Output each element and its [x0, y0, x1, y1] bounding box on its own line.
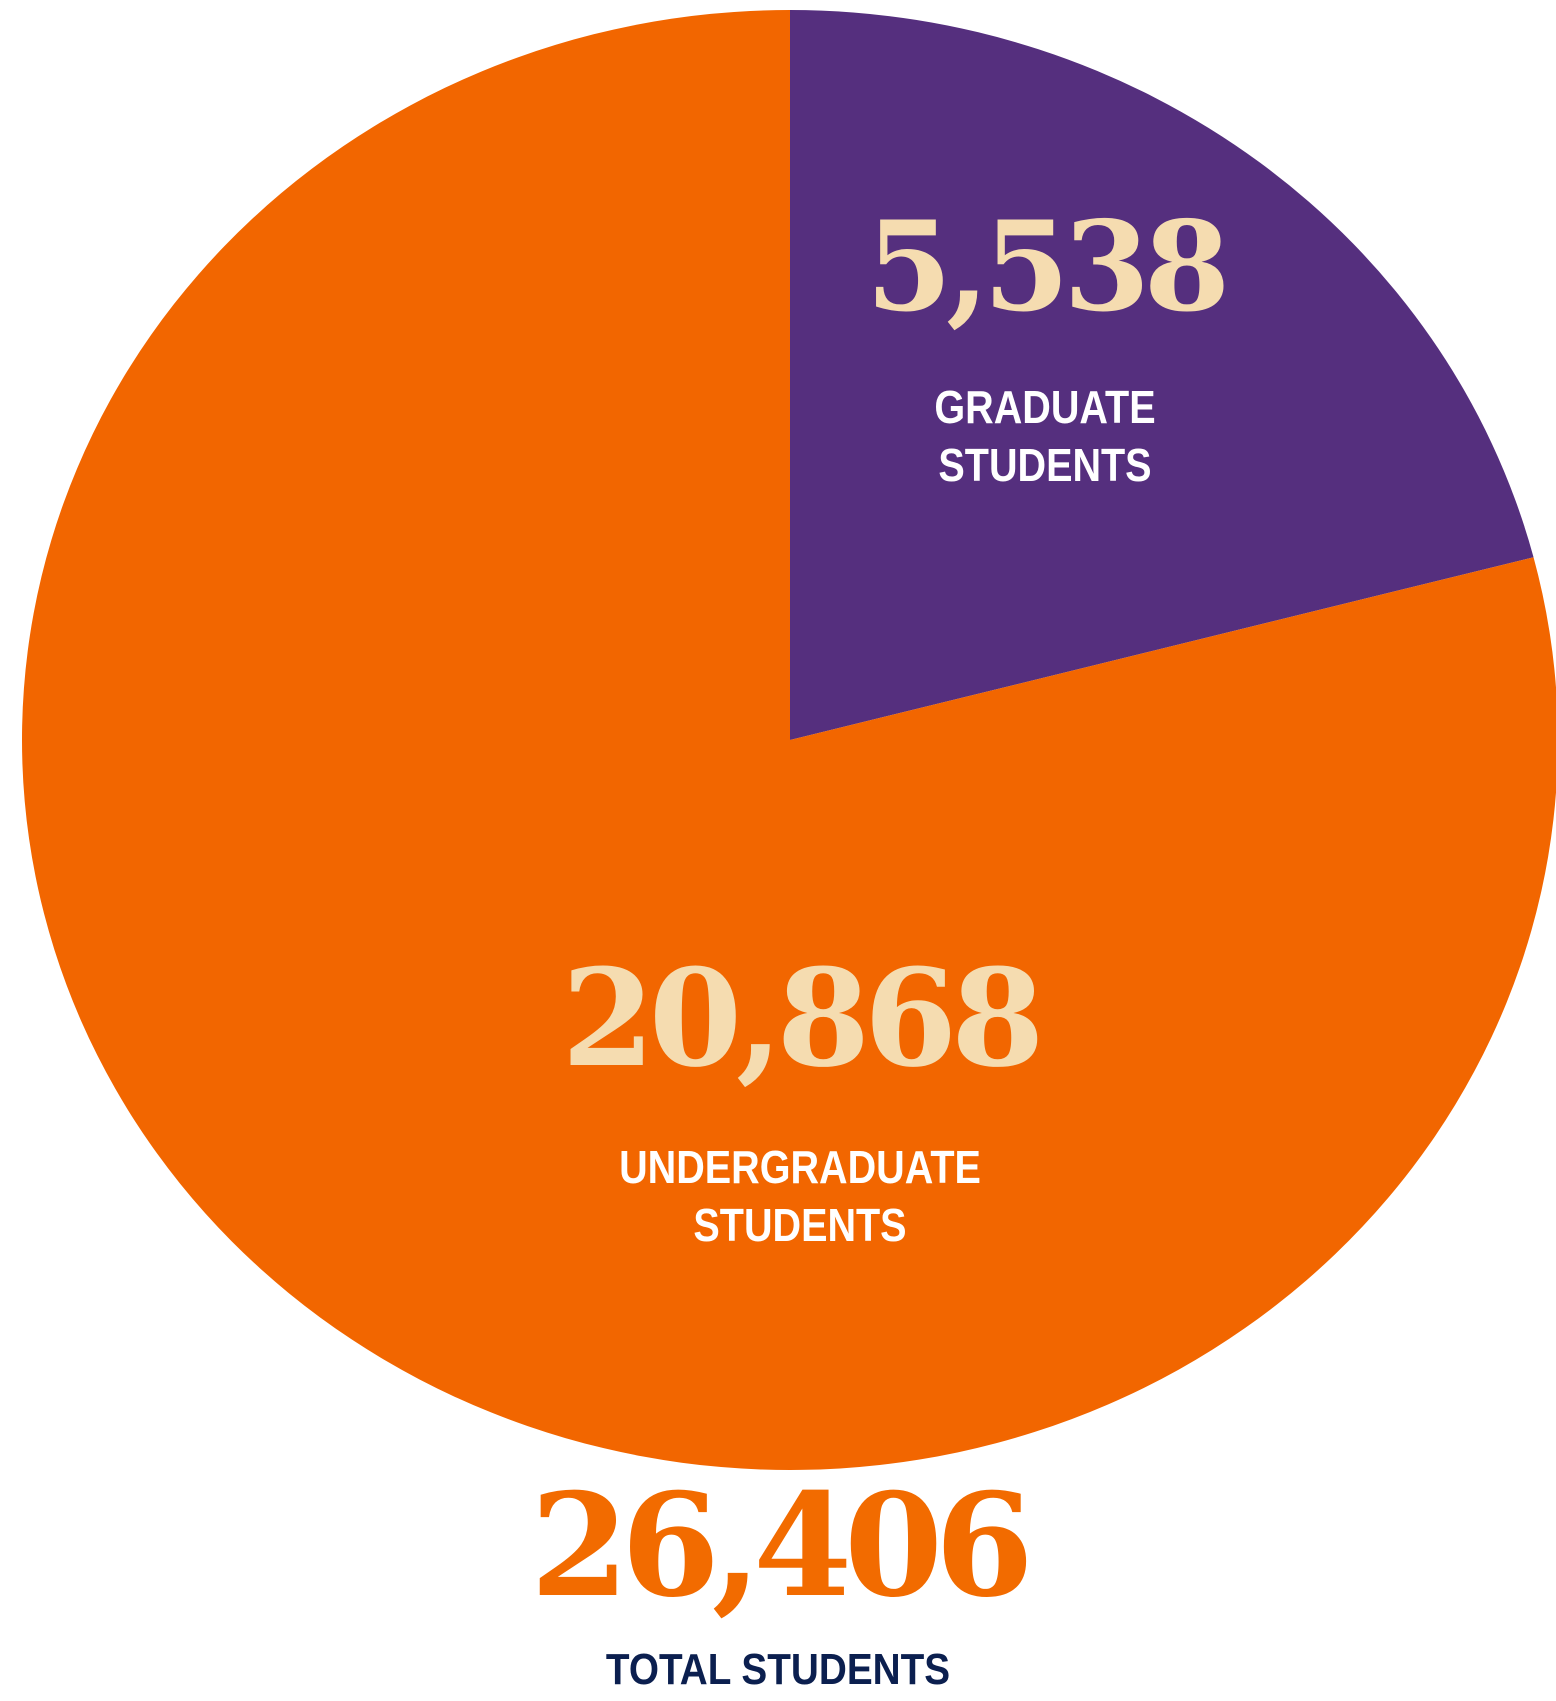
total-students-label: TOTAL STUDENTS: [605, 1645, 951, 1694]
slice-label-undergraduate: 20,868 UNDERGRADUATE STUDENTS: [562, 939, 1045, 1252]
pie-slice-graduate: [790, 10, 1534, 740]
slice-label-line-undergraduate-2: STUDENTS: [693, 1200, 906, 1251]
slice-label-line-graduate-1: GRADUATE: [934, 382, 1155, 433]
slice-label-graduate: 5,538 GRADUATE STUDENTS: [866, 195, 1230, 492]
slice-label-line-graduate-2: STUDENTS: [938, 440, 1151, 491]
total-students-value: 26,406: [530, 1463, 1033, 1629]
slice-value-graduate: 5,538: [866, 195, 1224, 340]
slice-label-line-undergraduate-1: UNDERGRADUATE: [619, 1142, 981, 1193]
pie-slice-undergraduate: [22, 10, 1556, 1470]
slice-value-undergraduate: 20,868: [562, 939, 1039, 1097]
